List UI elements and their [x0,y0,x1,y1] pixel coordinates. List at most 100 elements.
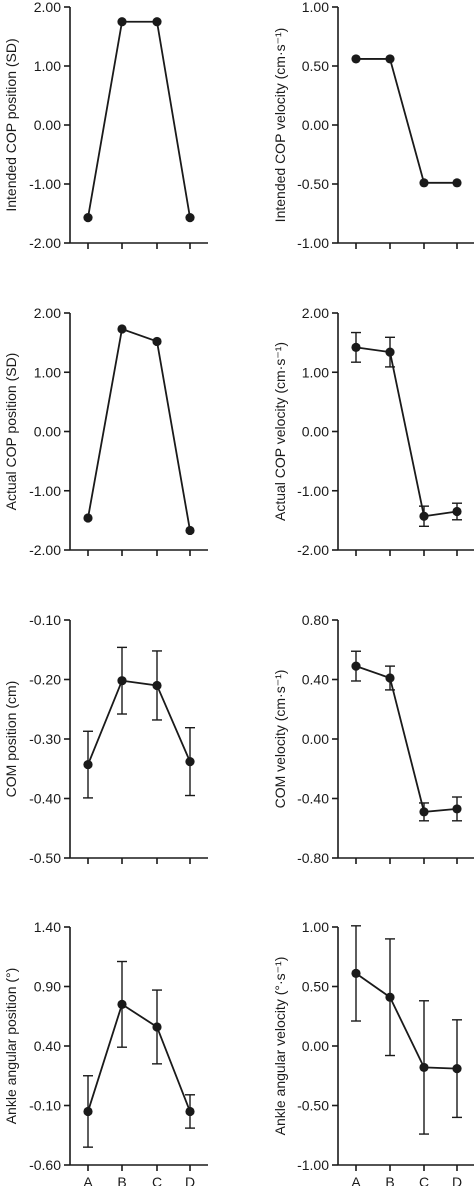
y-tick-label: -0.50 [297,176,329,192]
x-tick-label-B: B [117,1174,126,1186]
data-point-C [152,680,162,691]
y-tick-label: 0.80 [302,612,329,628]
data-point-A [351,968,361,979]
data-point-B [117,17,127,27]
data-point-D [452,178,462,188]
y-tick-label: -0.40 [29,791,61,807]
y-tick-label: -0.40 [297,791,329,807]
x-tick-label-A: A [83,1174,93,1186]
data-point-A [351,342,361,352]
y-tick-label: -0.10 [29,1098,61,1114]
data-point-C [152,336,162,347]
chart-panel-5: -0.10 -0.20 -0.30 -0.40 -0.50 COM position (c… [3,612,208,866]
data-point-B [117,676,127,686]
series-line [87,1002,191,1112]
y-tick-label: -2.00 [29,542,61,558]
y-tick-label: 1.00 [302,364,329,380]
data-point-A [83,513,93,523]
y-tick-label: 0.00 [302,731,329,747]
chart-panel-4: 2.00 1.00 0.00 -1.00 -2.00 Actual COP velocit… [272,305,474,558]
data-point-C [419,807,429,817]
data-point-B [385,347,395,357]
series-line [355,665,458,813]
y-tick-label: -1.00 [297,483,329,499]
data-point-C [419,1062,429,1073]
y-tick-label: 0.00 [34,117,61,133]
y-tick-label: 1.00 [302,919,329,935]
y-axis-title: Actual COP velocity (cm·s⁻¹) [272,342,288,521]
y-tick-label: 1.00 [302,0,329,15]
data-point-D [185,525,195,536]
y-tick-label: 0.00 [34,424,61,440]
y-tick-label: -0.50 [297,1098,329,1114]
series-line [356,58,457,184]
series-line [355,346,458,518]
data-point-B [385,992,395,1002]
y-axis-title: COM position (cm) [3,681,19,798]
x-tick-label-D: D [185,1174,195,1186]
y-tick-label: -0.30 [29,731,61,747]
y-axis-title: Actual COP position (SD) [3,353,19,511]
y-tick-label: 1.00 [34,58,61,74]
y-tick-label: 0.90 [34,979,61,995]
y-tick-label: -0.20 [29,672,61,688]
y-axis-title: Intended COP position (SD) [3,38,19,211]
x-tick-label-C: C [419,1174,429,1186]
y-tick-label: -0.60 [29,1157,61,1173]
y-tick-label: -0.10 [29,612,61,628]
y-axis-title: COM velocity (cm·s⁻¹) [272,670,288,809]
data-point-D [185,213,195,223]
y-tick-label: -0.80 [297,850,329,866]
series-line [355,972,458,1070]
y-tick-label: -1.00 [29,483,61,499]
data-point-C [419,511,429,521]
data-point-D [452,1064,462,1074]
y-tick-label: 0.00 [302,117,329,133]
y-tick-label: -2.00 [297,542,329,558]
y-tick-label: -2.00 [29,235,61,251]
data-point-D [452,506,462,517]
chart-panel-2: 1.00 0.50 0.00 -0.50 -1.00 Intended COP veloc… [272,0,474,251]
y-tick-label: 0.50 [302,979,329,995]
data-point-C [419,178,429,188]
data-point-C [152,17,162,27]
data-point-B [117,999,127,1009]
y-axis-title: Ankle angular velocity (°·s⁻¹) [272,957,288,1136]
y-tick-label: 0.00 [302,424,329,440]
x-tick-label-B: B [385,1174,394,1186]
data-point-D [452,804,462,814]
y-tick-label: -1.00 [297,1157,329,1173]
x-tick-label-D: D [452,1174,462,1186]
data-point-D [185,757,195,767]
chart-panel-3: 2.00 1.00 0.00 -1.00 -2.00 Actual COP positio… [3,305,208,558]
chart-panel-1: 2.00 1.00 0.00 -1.00 -2.00 Intended COP posit… [3,0,208,251]
y-tick-label: 1.40 [34,919,61,935]
y-tick-label: 0.40 [302,672,329,688]
y-tick-label: 1.00 [34,364,61,380]
data-point-B [385,54,395,64]
data-point-A [83,213,93,223]
data-point-B [117,324,127,334]
y-tick-label: 2.00 [34,0,61,15]
data-point-D [185,1106,195,1117]
y-tick-label: -1.00 [297,235,329,251]
x-tick-label-A: A [351,1174,361,1186]
y-tick-label: 0.50 [302,58,329,74]
data-point-A [351,54,361,64]
series-line [87,679,191,765]
data-point-A [83,1106,93,1117]
data-point-A [351,661,361,671]
y-tick-label: -0.50 [29,850,61,866]
series-line [87,327,191,531]
chart-panel-7: 1.40 0.90 0.40 -0.10 -0.60 A B C D Ankle angular … [3,919,208,1186]
y-tick-label: -1.00 [29,176,61,192]
y-tick-label: 2.00 [302,305,329,321]
series-line [87,20,191,218]
data-point-A [83,759,93,770]
y-tick-label: 0.00 [302,1038,329,1054]
y-tick-label: 0.40 [34,1038,61,1054]
y-axis-title: Intended COP velocity (cm·s⁻¹) [272,28,288,223]
y-tick-label: 2.00 [34,305,61,321]
data-point-B [385,673,395,683]
